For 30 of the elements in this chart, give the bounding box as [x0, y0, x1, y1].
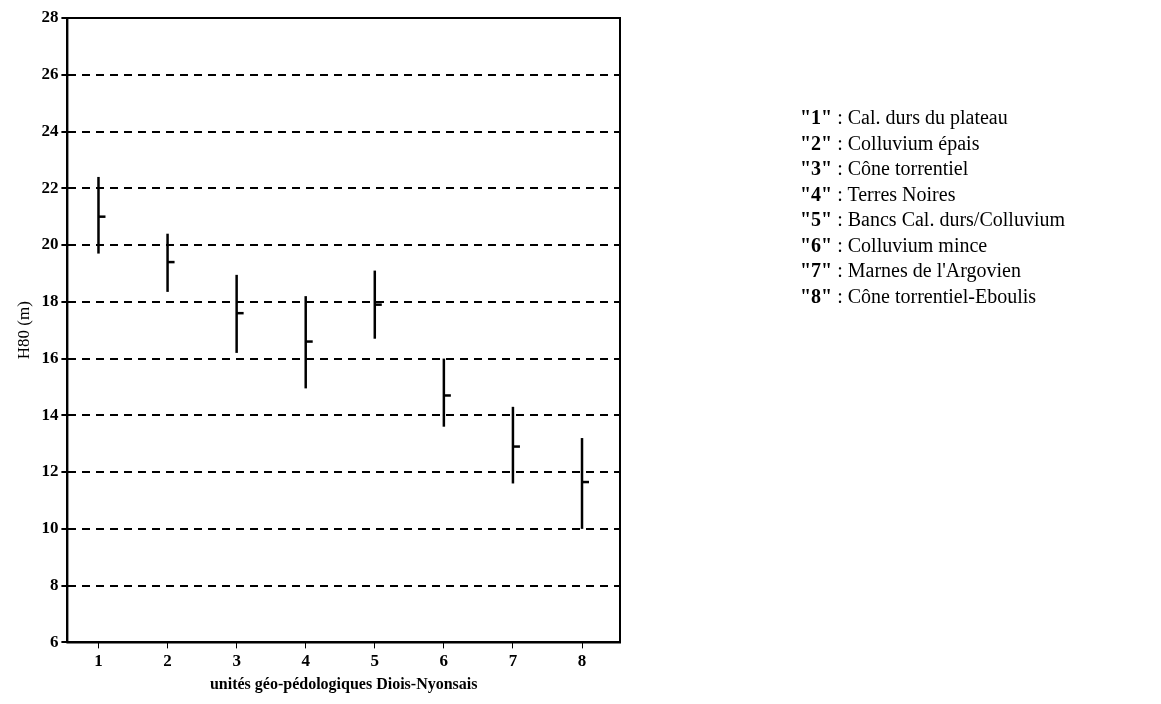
y-tick-label: 12 [41, 461, 59, 481]
text: "8" : Cône torrentiel-Eboulis [800, 283, 1038, 309]
text: "2" : Colluvium épais [800, 130, 981, 156]
y-axis-title: H80 (m) [13, 301, 33, 360]
x-tick-label: 3 [232, 650, 241, 670]
x-tick-label: 2 [163, 650, 172, 670]
text: "7" : Marnes de l'Argovien [800, 258, 1022, 284]
y-tick-label: 8 [49, 575, 59, 595]
y-tick-label: 28 [41, 7, 59, 27]
x-tick-label: 4 [301, 650, 311, 670]
y-tick-label: 18 [41, 291, 59, 311]
x-tick-label: 5 [370, 650, 380, 670]
text: "3" : Cône torrentiel [800, 156, 970, 181]
x-axis-title: unités géo-pédologiques Diois-Nyonsais [209, 674, 478, 693]
text: "4" : Terres Noires [800, 181, 957, 207]
y-tick-label: 24 [41, 120, 59, 140]
x-tick-label: 7 [508, 650, 518, 670]
y-tick-label: 22 [41, 177, 59, 197]
x-tick-label: 1 [94, 650, 103, 670]
y-tick-label: 26 [41, 64, 59, 84]
text: "6" : Colluvium mince [800, 232, 989, 258]
text: "1" : Cal. durs du plateau [800, 105, 1009, 131]
x-tick-label: 6 [439, 650, 449, 670]
y-tick-label: 16 [41, 347, 59, 367]
y-tick-label: 10 [41, 518, 59, 538]
y-tick-label: 20 [41, 234, 59, 254]
text: "5" : Bancs Cal. durs/Colluvium [800, 207, 1065, 232]
x-tick-label: 8 [577, 650, 587, 670]
y-tick-label: 6 [49, 631, 59, 651]
y-tick-label: 14 [41, 404, 59, 424]
